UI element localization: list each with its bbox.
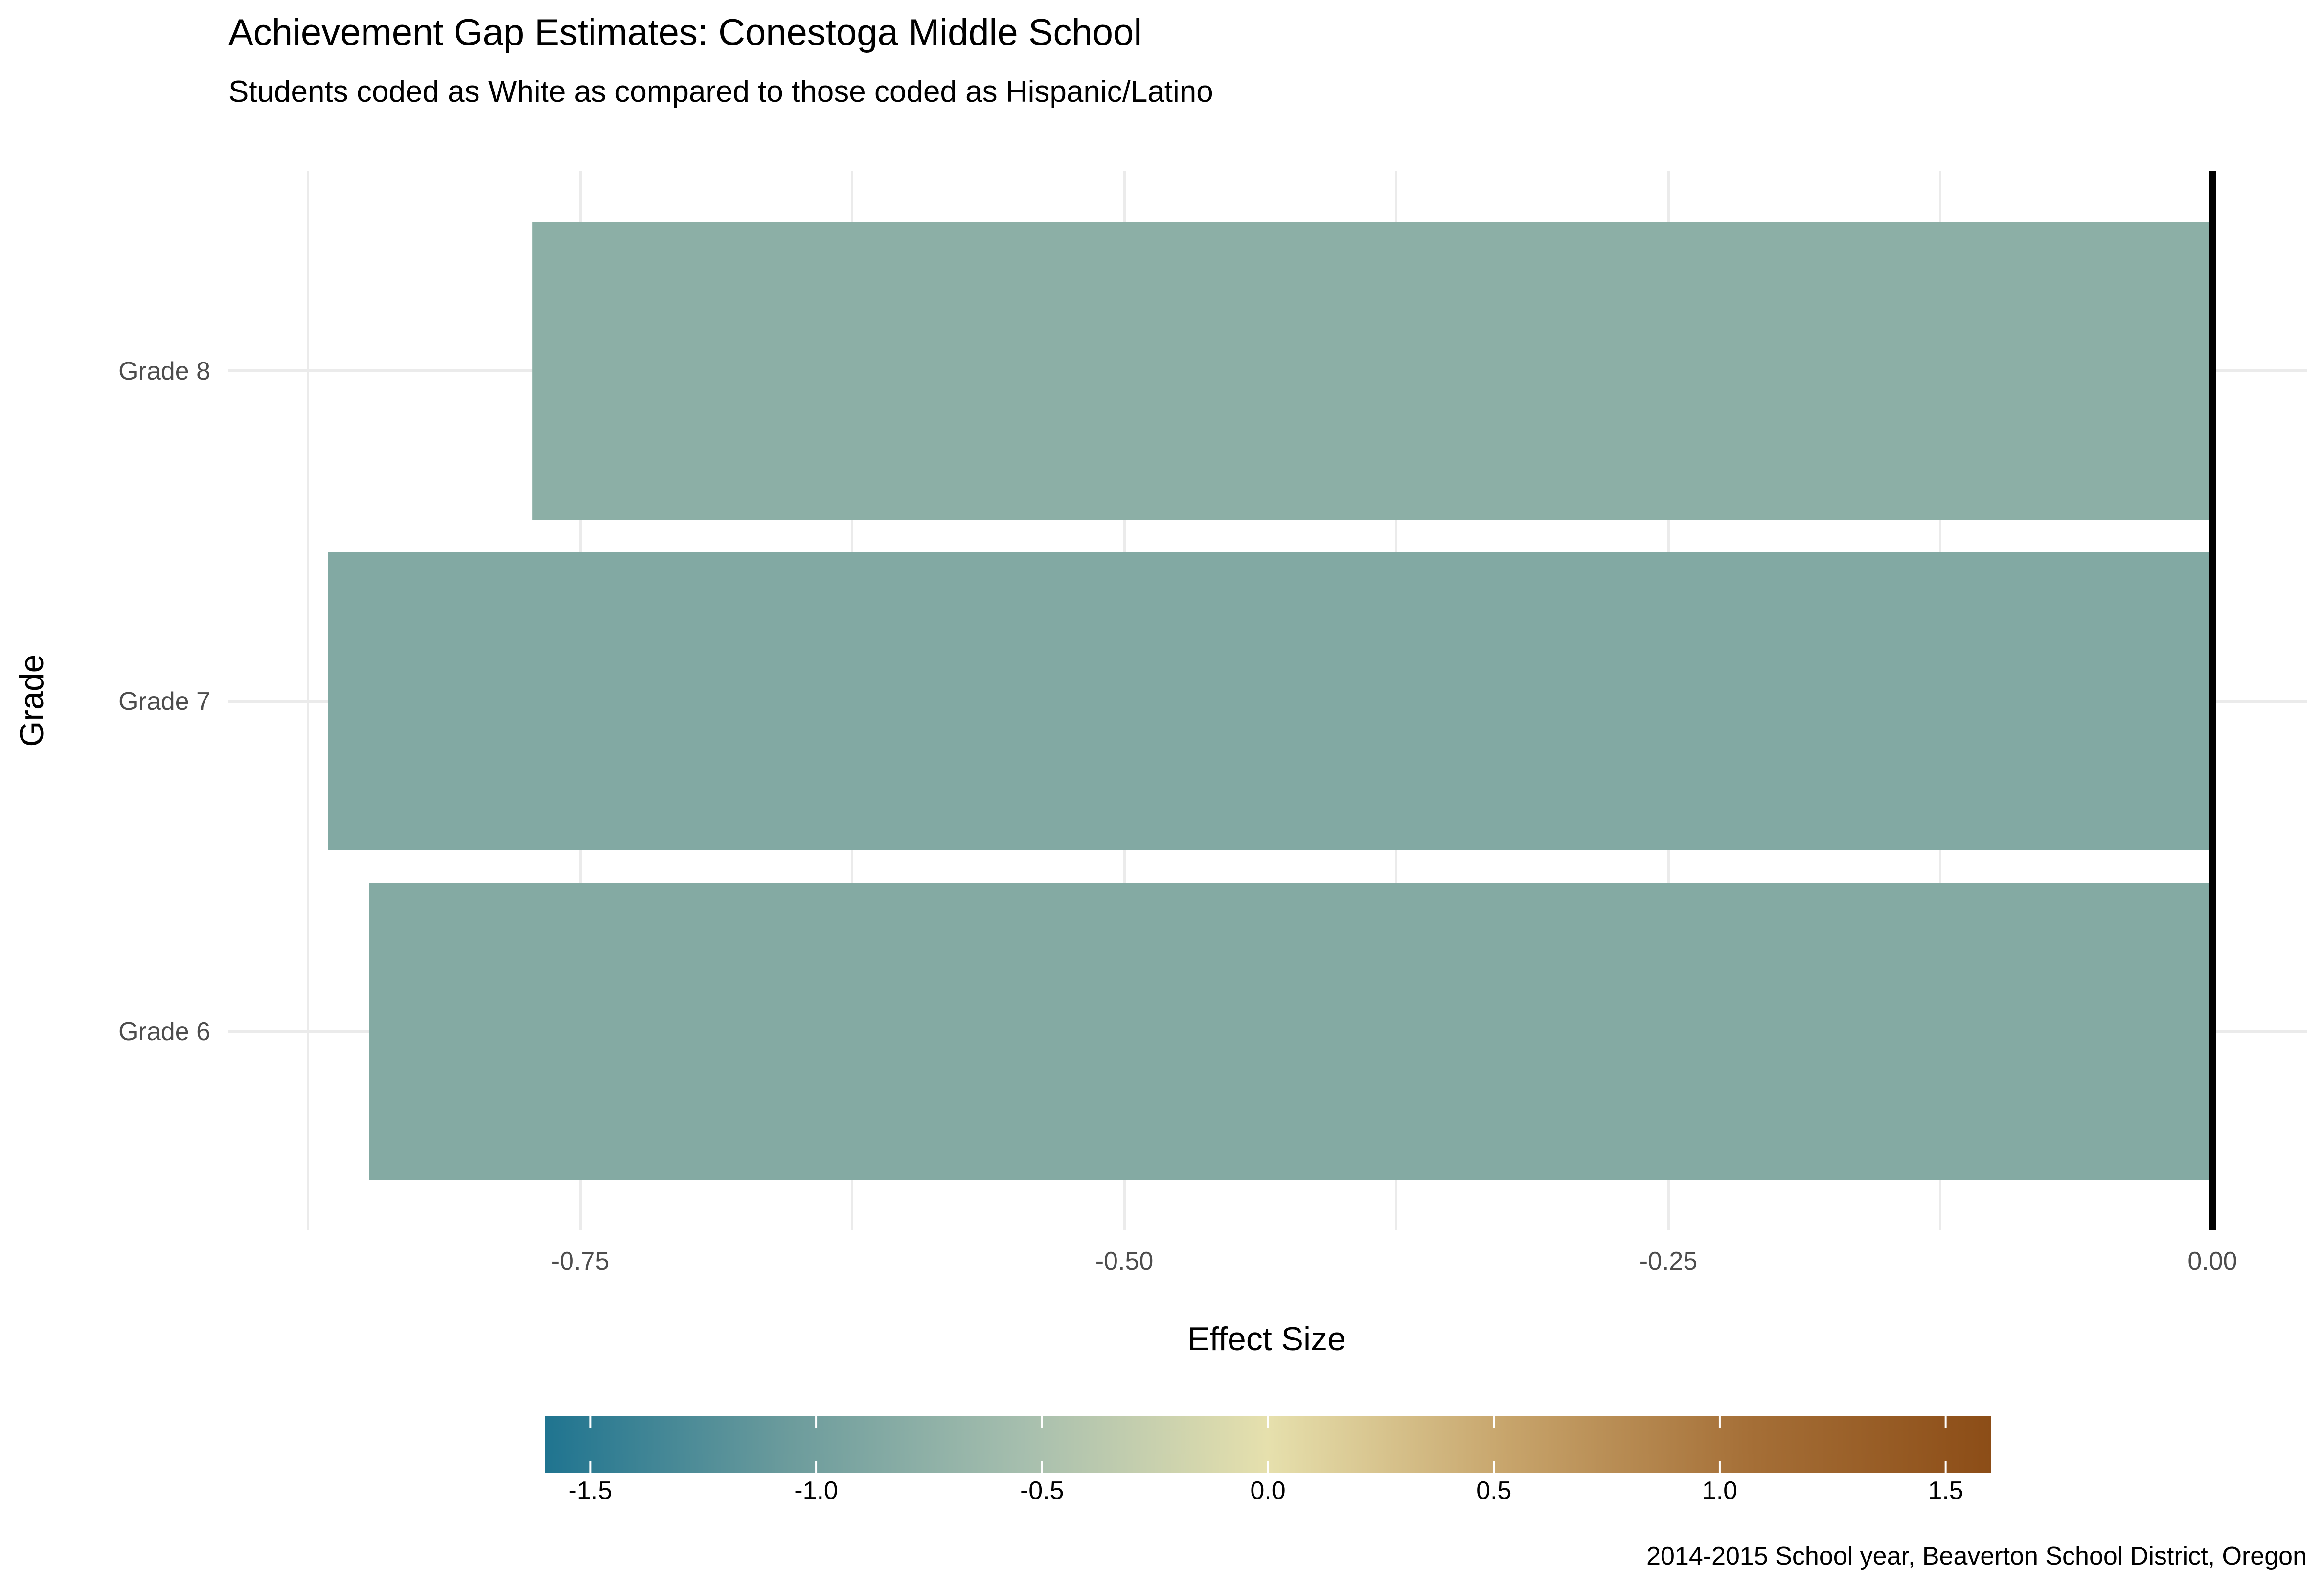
chart-title: Achievement Gap Estimates: Conestoga Mid… xyxy=(228,12,1142,53)
color-legend-ticks: -1.5 -1.0 -0.5 0.0 0.5 1.0 1.5 xyxy=(569,1416,1963,1505)
x-tick-label: 0.00 xyxy=(2187,1247,2237,1275)
legend-tick-label: -1.0 xyxy=(794,1476,838,1505)
legend-tick-label: -0.5 xyxy=(1020,1476,1064,1505)
legend-tick-label: 0.5 xyxy=(1476,1476,1511,1505)
legend-tick-label: 1.5 xyxy=(1928,1476,1963,1505)
x-tick-label: -0.25 xyxy=(1640,1247,1698,1275)
chart-caption: 2014-2015 School year, Beaverton School … xyxy=(1646,1542,2307,1570)
y-tick-label: Grade 7 xyxy=(118,687,210,716)
legend-tick-label: 1.0 xyxy=(1702,1476,1737,1505)
legend-tick-label: 0.0 xyxy=(1250,1476,1285,1505)
x-tick-label: -0.75 xyxy=(551,1247,610,1275)
y-tick-label: Grade 6 xyxy=(118,1018,210,1046)
y-tick-label: Grade 8 xyxy=(118,357,210,386)
x-axis-title: Effect Size xyxy=(1187,1320,1346,1358)
x-axis-ticks: -0.75 -0.50 -0.25 0.00 xyxy=(551,1247,2237,1275)
bar-grade-6 xyxy=(369,883,2213,1180)
legend-tick-label: -1.5 xyxy=(569,1476,613,1505)
x-tick-label: -0.50 xyxy=(1095,1247,1154,1275)
y-axis-ticks: Grade 6 Grade 7 Grade 8 xyxy=(118,357,210,1046)
y-axis-title: Grade xyxy=(13,655,50,747)
chart-subtitle: Students coded as White as compared to t… xyxy=(228,75,1213,109)
bar-grade-8 xyxy=(532,222,2212,520)
bar-grade-7 xyxy=(328,552,2212,850)
bars xyxy=(328,222,2213,1180)
